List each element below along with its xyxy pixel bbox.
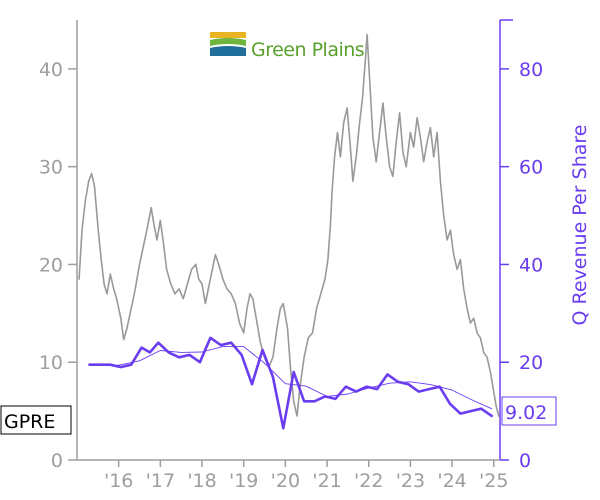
right-axis-tick-label: 20: [519, 352, 543, 374]
x-axis-tick-label: '21: [312, 470, 341, 492]
right-axis-tick-label: 60: [519, 157, 543, 179]
right-axis-label: Q Revenue Per Share: [569, 125, 591, 326]
revenue-trend-line: [89, 346, 493, 410]
x-axis-tick-label: '18: [187, 470, 216, 492]
x-axis-tick-label: '17: [146, 470, 175, 492]
left-axis-tick-label: 40: [39, 59, 63, 81]
x-axis-tick-label: '23: [396, 470, 425, 492]
right-axis-tick-label: 80: [519, 59, 543, 81]
last-value-text: 9.02: [505, 402, 547, 424]
right-axis-tick-label: 40: [519, 254, 543, 276]
last-value-label: 9.02: [501, 396, 557, 426]
left-axis-tick-label: 20: [39, 254, 63, 276]
green-plains-logo-text: Green Plains: [251, 39, 364, 61]
chart-series: [78, 33, 500, 430]
quarterly-revenue-line: [88, 336, 494, 430]
x-axis-tick-label: '20: [271, 470, 300, 492]
x-axis-tick-label: '25: [479, 470, 508, 492]
left-axis-tick-label: 30: [39, 157, 63, 179]
right-axis-tick-label: 0: [519, 450, 531, 472]
green-plains-logo-icon: [210, 32, 246, 56]
x-axis-tick-label: '19: [229, 470, 258, 492]
ticker-text: GPRE: [4, 411, 55, 433]
x-axis-tick-label: '24: [437, 470, 466, 492]
left-axis-tick-label: 0: [51, 450, 63, 472]
x-axis-tick-label: '22: [354, 470, 383, 492]
green-plains-logo: Green Plains: [210, 32, 365, 61]
left-axis-tick-label: 10: [39, 352, 63, 374]
x-axis-tick-label: '16: [104, 470, 133, 492]
stock-price-line: [78, 33, 500, 417]
chart-axes: 0 10 20 30 40 0 20 40 60 80 Q Revenue Per Share '16…: [39, 19, 591, 492]
ticker-label: GPRE: [0, 405, 72, 435]
